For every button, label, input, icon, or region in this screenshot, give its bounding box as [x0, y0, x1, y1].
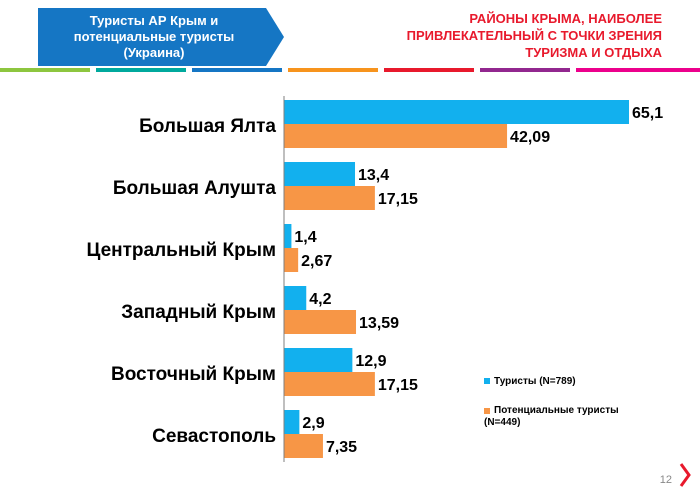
- data-label-s1-4: 12,9: [355, 353, 386, 370]
- bar-s2-0: [284, 124, 508, 148]
- tag-arrow-shape: [38, 8, 284, 66]
- section-tag: Туристы АР Крым и потенциальные туристы …: [38, 8, 284, 66]
- bar-s2-2: [284, 248, 299, 272]
- data-label-s1-3: 4,2: [309, 291, 331, 308]
- data-label-s2-5: 7,35: [326, 439, 357, 456]
- title-line-1: РАЙОНЫ КРЫМА, НАИБОЛЕЕ: [469, 11, 662, 26]
- bar-s2-4: [284, 372, 375, 396]
- data-label-s1-0: 65,1: [632, 105, 663, 122]
- bar-s1-3: [284, 286, 307, 310]
- bar-s1-1: [284, 162, 356, 186]
- title-line-2: ПРИВЛЕКАТЕЛЬНЫЙ С ТОЧКИ ЗРЕНИЯ: [406, 28, 662, 43]
- data-label-s2-0: 42,09: [510, 129, 550, 146]
- legend-swatch-potential: [484, 408, 490, 414]
- legend-swatch-tourists: [484, 378, 490, 385]
- legend-label-tourists: Туристы (N=789): [494, 376, 576, 387]
- legend-item-potential: Потенциальные туристы (N=449): [484, 405, 654, 429]
- bar-s2-5: [284, 434, 323, 458]
- chevron-right-icon: [679, 463, 691, 487]
- tag-line-1: Туристы АР Крым и: [89, 13, 219, 28]
- category-label-5: Севастополь: [152, 426, 276, 447]
- data-label-s2-2: 2,67: [301, 253, 332, 270]
- bar-s1-0: [284, 100, 629, 124]
- category-label-3: Западный Крым: [121, 302, 276, 323]
- bar-s1-4: [284, 348, 353, 372]
- page-number: 12: [659, 474, 672, 486]
- data-label-s2-3: 13,59: [359, 315, 399, 332]
- bar-s1-2: [284, 224, 292, 248]
- data-label-s1-5: 2,9: [302, 415, 324, 432]
- category-label-4: Восточный Крым: [111, 364, 276, 385]
- data-label-s2-4: 17,15: [378, 377, 418, 394]
- data-label-s1-1: 13,4: [358, 167, 389, 184]
- bar-s1-5: [284, 410, 300, 434]
- tag-line-3: (Украина): [123, 45, 185, 60]
- data-label-s2-1: 17,15: [378, 191, 418, 208]
- legend-label-potential: Потенциальные туристы (N=449): [484, 405, 619, 428]
- data-label-s1-2: 1,4: [294, 229, 316, 246]
- category-label-0: Большая Ялта: [139, 116, 276, 137]
- category-label-1: Большая Алушта: [113, 178, 277, 199]
- category-label-2: Центральный Крым: [86, 240, 276, 261]
- bar-s2-3: [284, 310, 357, 334]
- bar-s2-1: [284, 186, 375, 210]
- title-line-3: ТУРИЗМА И ОТДЫХА: [525, 45, 662, 60]
- tag-line-2: потенциальные туристы: [73, 29, 235, 44]
- legend-item-tourists: Туристы (N=789): [484, 376, 576, 387]
- slide-title: РАЙОНЫ КРЫМА, НАИБОЛЕЕ ПРИВЛЕКАТЕЛЬНЫЙ С…: [342, 10, 662, 61]
- decorative-color-strip: [0, 68, 700, 73]
